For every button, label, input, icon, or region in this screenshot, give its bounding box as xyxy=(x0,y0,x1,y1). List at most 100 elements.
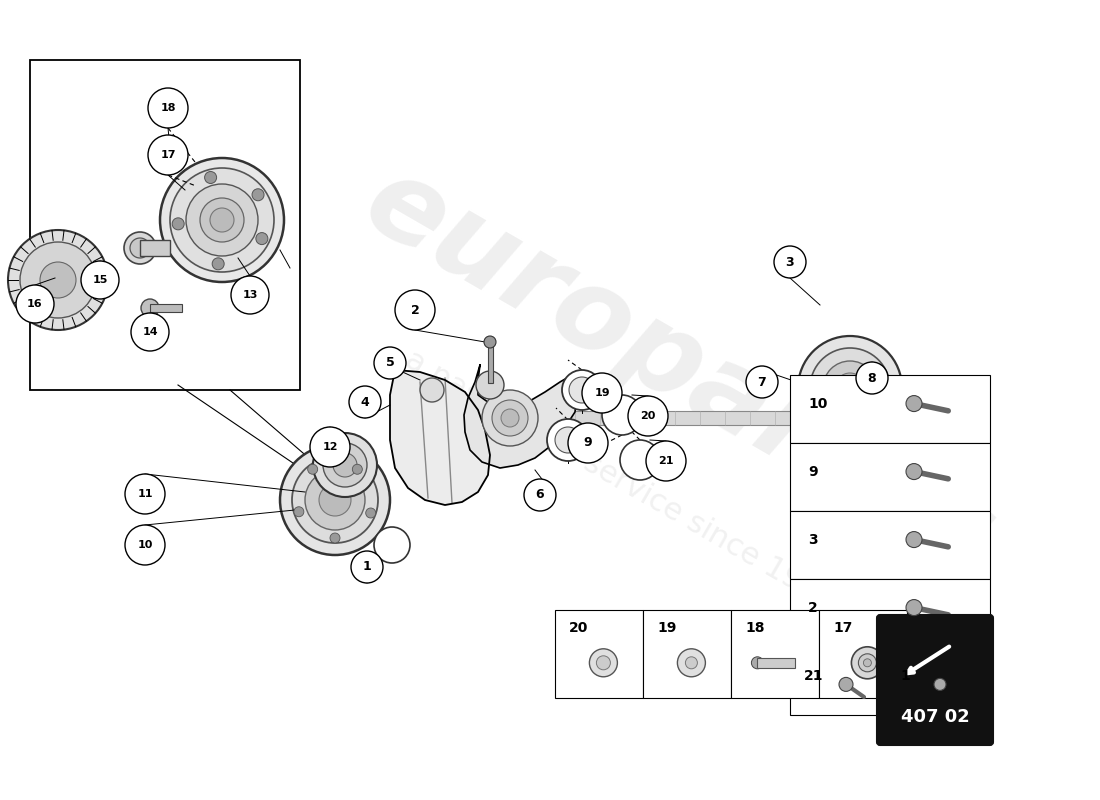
Circle shape xyxy=(148,135,188,175)
Bar xyxy=(758,658,795,668)
Text: 14: 14 xyxy=(142,327,157,337)
Text: 18: 18 xyxy=(161,103,176,113)
Circle shape xyxy=(482,390,538,446)
Circle shape xyxy=(500,409,519,427)
Text: 6: 6 xyxy=(536,489,544,502)
Text: a passion for service since 1978: a passion for service since 1978 xyxy=(399,345,840,615)
Bar xyxy=(30,60,300,390)
Text: 3: 3 xyxy=(808,533,817,546)
Text: 18: 18 xyxy=(745,621,764,635)
Text: 20: 20 xyxy=(569,621,589,635)
Circle shape xyxy=(602,395,642,435)
Circle shape xyxy=(646,441,686,481)
Circle shape xyxy=(596,656,611,670)
Circle shape xyxy=(823,361,877,415)
Circle shape xyxy=(856,362,888,394)
Circle shape xyxy=(210,208,234,232)
Text: 17: 17 xyxy=(833,621,853,635)
Circle shape xyxy=(930,378,950,398)
Circle shape xyxy=(160,158,284,282)
Bar xyxy=(140,240,170,256)
Circle shape xyxy=(352,464,362,474)
Circle shape xyxy=(569,377,595,403)
Text: 10: 10 xyxy=(138,540,153,550)
Circle shape xyxy=(131,313,169,351)
Polygon shape xyxy=(464,365,578,468)
Circle shape xyxy=(906,395,922,411)
Circle shape xyxy=(212,258,224,270)
Text: 7: 7 xyxy=(758,375,767,389)
Circle shape xyxy=(864,658,871,666)
Text: 21: 21 xyxy=(804,669,824,682)
Bar xyxy=(150,304,182,312)
Text: 15: 15 xyxy=(92,275,108,285)
Circle shape xyxy=(798,336,902,440)
Circle shape xyxy=(835,373,865,403)
Circle shape xyxy=(333,453,358,477)
Text: 10: 10 xyxy=(808,397,827,410)
Circle shape xyxy=(906,463,922,479)
Text: 11: 11 xyxy=(138,489,153,499)
Text: 21: 21 xyxy=(658,456,673,466)
Text: europartes: europartes xyxy=(346,146,1014,594)
Circle shape xyxy=(858,654,877,672)
Circle shape xyxy=(294,506,304,517)
Circle shape xyxy=(124,232,156,264)
Text: 19: 19 xyxy=(657,621,676,635)
Circle shape xyxy=(524,479,556,511)
Circle shape xyxy=(751,657,763,669)
Circle shape xyxy=(351,551,383,583)
Circle shape xyxy=(620,440,660,480)
Bar xyxy=(644,610,732,698)
Text: 9: 9 xyxy=(584,437,592,450)
Circle shape xyxy=(484,336,496,348)
Circle shape xyxy=(934,678,946,690)
Bar xyxy=(790,443,990,511)
Circle shape xyxy=(678,649,705,677)
Circle shape xyxy=(374,347,406,379)
Circle shape xyxy=(492,400,528,436)
Bar xyxy=(790,647,990,715)
Text: 20: 20 xyxy=(640,411,656,421)
Circle shape xyxy=(280,445,390,555)
Circle shape xyxy=(374,527,410,563)
Circle shape xyxy=(562,370,602,410)
Circle shape xyxy=(323,443,367,487)
Circle shape xyxy=(200,198,244,242)
Circle shape xyxy=(906,531,922,547)
Circle shape xyxy=(851,646,883,678)
Circle shape xyxy=(310,427,350,467)
Circle shape xyxy=(319,484,351,516)
Circle shape xyxy=(20,242,96,318)
Text: 13: 13 xyxy=(242,290,257,300)
Circle shape xyxy=(8,230,108,330)
Circle shape xyxy=(231,276,270,314)
Bar xyxy=(900,380,948,396)
Circle shape xyxy=(252,189,264,201)
Circle shape xyxy=(330,533,340,543)
Text: 5: 5 xyxy=(386,357,395,370)
Circle shape xyxy=(395,290,434,330)
Bar xyxy=(820,610,908,698)
Circle shape xyxy=(420,378,444,402)
Text: 1: 1 xyxy=(900,669,910,682)
Circle shape xyxy=(81,261,119,299)
Text: 16: 16 xyxy=(28,299,43,309)
Circle shape xyxy=(125,474,165,514)
Text: 3: 3 xyxy=(785,255,794,269)
Circle shape xyxy=(170,168,274,272)
Circle shape xyxy=(205,171,217,183)
Circle shape xyxy=(942,382,954,394)
Circle shape xyxy=(582,373,621,413)
Circle shape xyxy=(547,419,589,461)
Circle shape xyxy=(308,464,318,474)
Circle shape xyxy=(590,649,617,677)
Circle shape xyxy=(173,218,184,230)
Text: 9: 9 xyxy=(808,465,817,478)
Circle shape xyxy=(256,233,268,245)
Bar xyxy=(790,375,990,443)
Bar xyxy=(488,345,493,383)
Circle shape xyxy=(305,470,365,530)
Circle shape xyxy=(365,508,376,518)
Bar xyxy=(732,610,820,698)
